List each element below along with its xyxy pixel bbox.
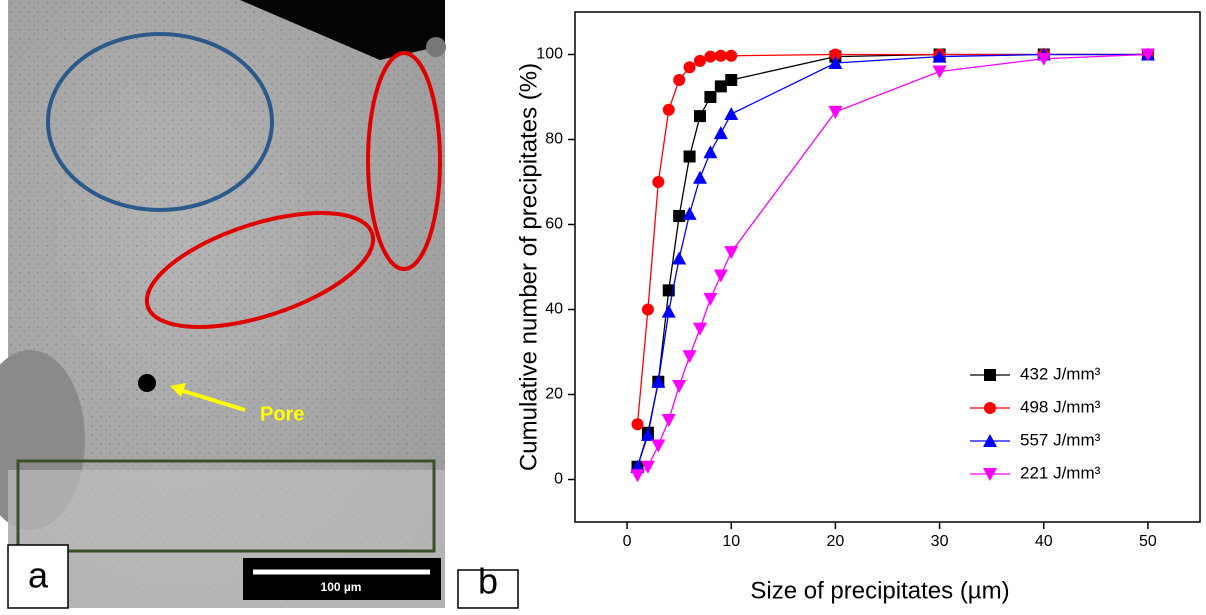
- legend-label: 557 J/mm³: [1020, 430, 1101, 449]
- legend-label: 498 J/mm³: [1020, 397, 1101, 416]
- panel-label: b: [478, 561, 498, 602]
- marker: [704, 50, 717, 63]
- x-tick-label: 40: [1035, 533, 1053, 550]
- marker: [694, 110, 706, 123]
- y-axis-label: Cumulative number of precipitates (%): [515, 63, 542, 471]
- green-rectangle: [16, 459, 436, 553]
- y-tick-label: 80: [545, 131, 563, 148]
- marker: [713, 126, 728, 140]
- dark-region: [240, 0, 445, 60]
- marker: [683, 61, 696, 74]
- y-tick-label: 0: [554, 471, 563, 488]
- marker: [714, 80, 727, 93]
- panel-label-box: [7, 544, 69, 609]
- marker: [661, 304, 676, 318]
- marker: [829, 48, 842, 61]
- x-axis-label: Size of precipitates (µm): [750, 577, 1009, 604]
- micrograph: Pore 100 µm a: [0, 0, 446, 609]
- marker: [725, 74, 738, 86]
- pore: [138, 374, 156, 392]
- panel-label: a: [28, 555, 49, 596]
- marker: [714, 49, 727, 62]
- red-ellipse: [144, 211, 376, 329]
- marker: [932, 65, 947, 79]
- marker: [1036, 52, 1051, 66]
- y-tick-label: 20: [545, 386, 563, 403]
- marker: [683, 150, 696, 163]
- legend-marker: [983, 434, 997, 447]
- y-tick-label: 40: [545, 301, 563, 318]
- y-tick-label: 60: [545, 216, 563, 233]
- marker: [673, 210, 686, 222]
- particle: [426, 37, 446, 57]
- marker: [640, 427, 655, 441]
- marker: [630, 469, 645, 483]
- x-tick-label: 0: [623, 533, 632, 550]
- scale-bar-box: [243, 558, 441, 600]
- marker: [703, 145, 718, 159]
- marker: [652, 176, 665, 188]
- x-tick-label: 20: [827, 533, 845, 550]
- marker: [724, 107, 739, 120]
- pore-label: Pore: [260, 403, 304, 425]
- y-tick-label: 100: [536, 46, 563, 63]
- marker: [662, 103, 675, 116]
- marker: [713, 269, 728, 283]
- marker: [641, 303, 654, 316]
- legend-marker: [984, 369, 996, 381]
- arrow-head: [170, 383, 186, 397]
- legend-label: 221 J/mm³: [1020, 463, 1101, 482]
- marker: [651, 374, 666, 388]
- marker: [682, 206, 697, 220]
- marker: [661, 414, 676, 427]
- arrow: [179, 388, 246, 412]
- marker: [693, 322, 707, 336]
- marker: [631, 418, 644, 431]
- legend-marker: [984, 402, 996, 414]
- marker: [725, 49, 738, 62]
- plot-frame: [574, 11, 1201, 523]
- marker: [704, 91, 717, 103]
- marker: [828, 105, 843, 119]
- marker: [694, 54, 706, 67]
- marker: [828, 56, 843, 69]
- marker: [682, 350, 697, 364]
- x-tick-label: 10: [722, 533, 740, 550]
- legend-marker: [983, 468, 997, 481]
- x-tick-label: 30: [931, 533, 949, 550]
- marker: [1140, 48, 1155, 62]
- scale-bar-label: 100 µm: [321, 580, 362, 594]
- marker: [672, 380, 687, 393]
- marker: [932, 49, 947, 63]
- x-tick-label: 50: [1139, 533, 1157, 550]
- marker: [724, 246, 739, 260]
- marker: [672, 251, 687, 265]
- marker: [703, 292, 718, 306]
- series-line: [636, 53, 1148, 467]
- chart: b Size of precipitates (µm) Cumulative n…: [457, 11, 1201, 609]
- marker: [693, 170, 707, 184]
- marker: [640, 460, 655, 474]
- panel-label-box: [457, 569, 519, 609]
- blue-ellipse: [46, 32, 274, 212]
- marker: [651, 439, 666, 453]
- legend-label: 432 J/mm³: [1020, 364, 1101, 383]
- marker: [673, 74, 686, 86]
- red-ellipse: [366, 51, 442, 271]
